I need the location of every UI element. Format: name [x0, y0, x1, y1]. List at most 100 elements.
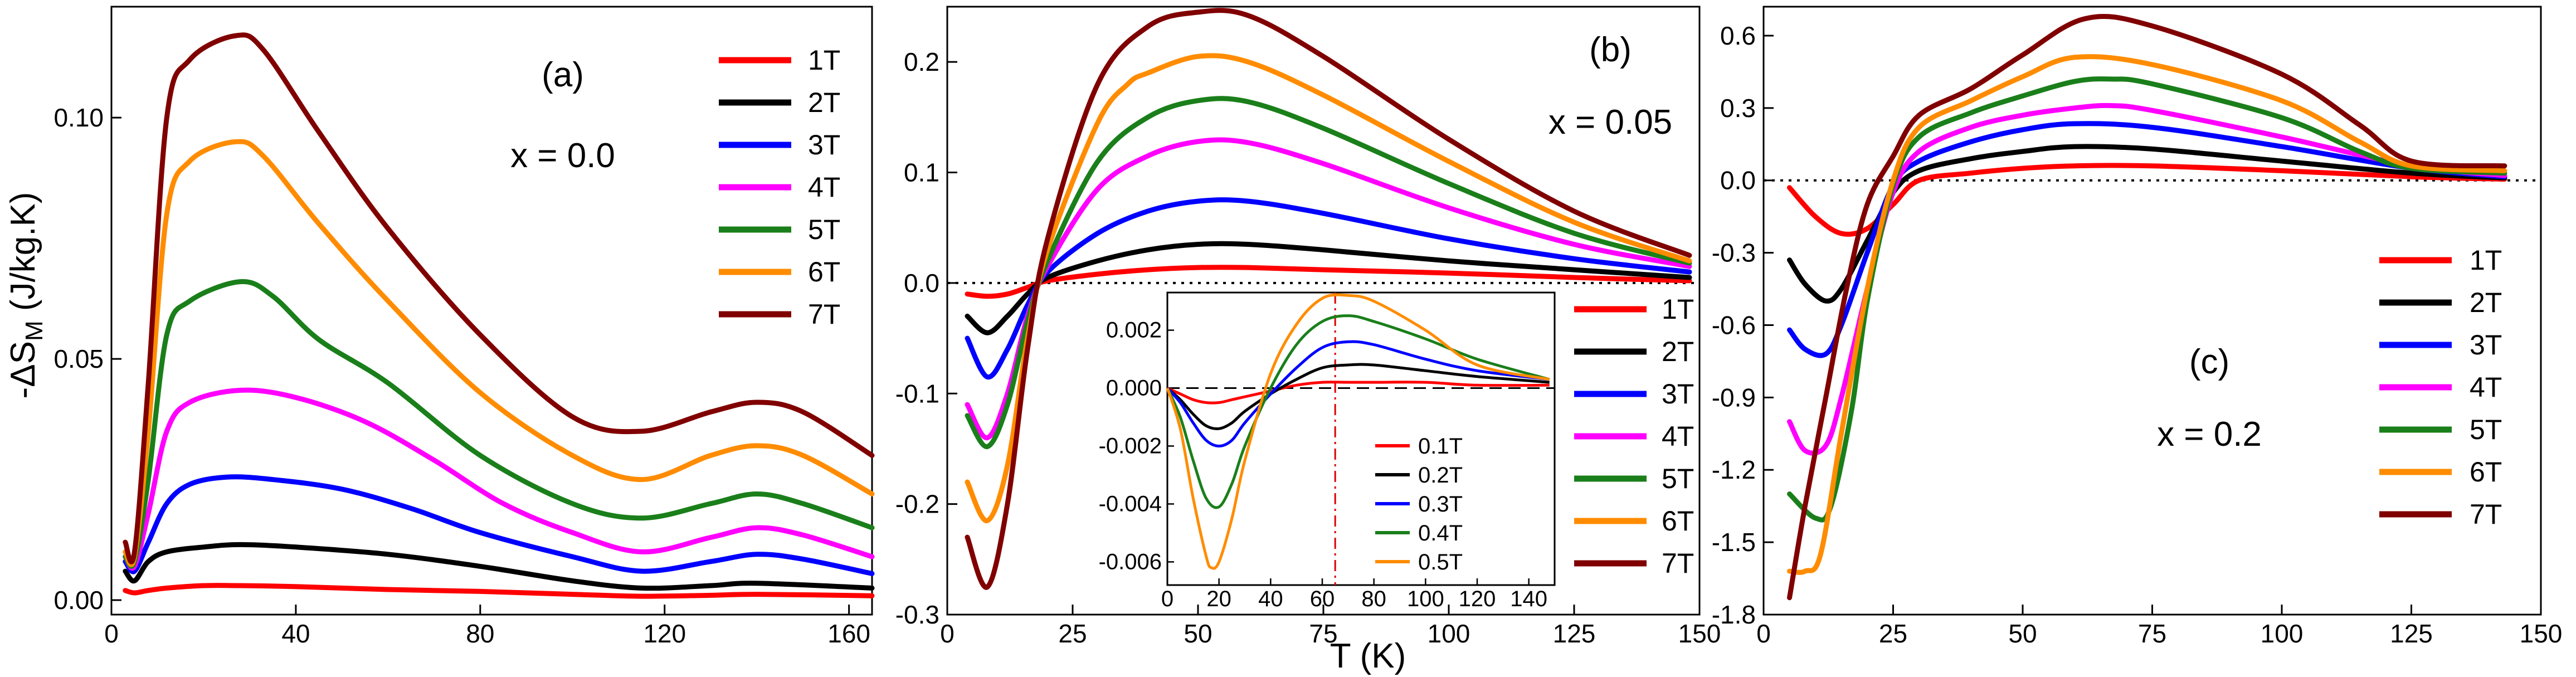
- inset-legend-label-0.5T: 0.5T: [1418, 550, 1463, 574]
- legend-label-7T: 7T: [2470, 499, 2502, 530]
- x-tick-label: 150: [2520, 619, 2563, 648]
- inset-y-tick-label: -0.006: [1099, 549, 1162, 574]
- inset-y-tick-label: -0.002: [1099, 434, 1162, 458]
- x-tick-label: 160: [827, 619, 870, 648]
- inset-x-tick-label: 0: [1161, 587, 1173, 611]
- composition-annotation: x = 0.0: [510, 137, 615, 175]
- x-tick-label: 50: [1184, 619, 1212, 648]
- legend-label-5T: 5T: [1662, 463, 1694, 494]
- panel-b: 0 25 50 75 100 125 150 -0.3 -0.2 -0.1 0.0 0.1 0.2 1T 2…: [895, 6, 1721, 648]
- plot-frame: [110, 6, 873, 616]
- x-tick-label: 25: [1879, 619, 1907, 648]
- inset-series-line-0.3T: [1166, 340, 1550, 447]
- x-tick-label: 0: [940, 619, 955, 648]
- y-tick-label: -0.1: [895, 379, 939, 408]
- y-tick-label: 0.6: [1720, 21, 1756, 50]
- series-line-1T: [965, 265, 1692, 299]
- legend-label-2T: 2T: [1662, 336, 1694, 367]
- series-line-7T: [1787, 13, 2507, 601]
- y-tick-label: 0.10: [53, 103, 104, 132]
- inset-legend-label-0.3T: 0.3T: [1418, 492, 1463, 517]
- legend-label-5T: 5T: [808, 214, 840, 245]
- y-tick-label: -1.8: [1712, 600, 1756, 629]
- inset-x-tick-label: 20: [1206, 587, 1231, 611]
- x-tick-label: 0: [1756, 619, 1771, 648]
- x-tick-label: 100: [1428, 619, 1470, 648]
- y-tick-label: 0.3: [1720, 94, 1756, 123]
- legend-label-5T: 5T: [2470, 414, 2502, 445]
- legend-label-1T: 1T: [808, 45, 840, 76]
- legend-label-4T: 4T: [1662, 421, 1694, 452]
- legend-label-2T: 2T: [2470, 287, 2502, 318]
- composition-annotation: x = 0.2: [2157, 415, 2262, 454]
- inset-legend-label-0.4T: 0.4T: [1418, 521, 1463, 546]
- x-axis-title: T (K): [1330, 637, 1406, 675]
- legend-label-2T: 2T: [808, 87, 840, 118]
- y-tick-label: -1.5: [1712, 528, 1756, 557]
- x-tick-label: 50: [2008, 619, 2037, 648]
- series-line-2T: [123, 542, 875, 591]
- panel-label: (b): [1589, 31, 1632, 69]
- panel-a: 0 40 80 120 160 0.00 0.05 0.10 1T 2T 3T 4T 5T 6T 7T (a)…: [53, 6, 875, 648]
- series-line-5T: [965, 96, 1692, 449]
- x-tick-label: 120: [643, 619, 686, 648]
- x-tick-label: 125: [1553, 619, 1596, 648]
- inset-x-tick-label: 40: [1258, 587, 1283, 611]
- series-line-6T: [123, 139, 875, 567]
- y-tick-label: -0.2: [895, 490, 939, 519]
- y-tick-label: 0.00: [53, 586, 104, 615]
- inset-x-tick-label: 120: [1459, 587, 1496, 611]
- y-tick-label: -0.3: [1712, 238, 1756, 267]
- series-line-5T: [123, 279, 875, 569]
- y-tick-label: 0.1: [904, 158, 939, 187]
- x-tick-label: 150: [1678, 619, 1721, 648]
- x-tick-label: 100: [2261, 619, 2304, 648]
- y-tick-label: -1.2: [1712, 455, 1756, 484]
- inset-series-line-0.5T: [1166, 293, 1550, 570]
- y-tick-label: -0.9: [1712, 383, 1756, 412]
- y-tick-label: -0.3: [895, 600, 939, 629]
- x-tick-label: 75: [1309, 619, 1337, 648]
- inset-y-tick-label: 0.000: [1106, 376, 1162, 401]
- legend-label-7T: 7T: [1662, 548, 1694, 579]
- series-line-7T: [965, 8, 1692, 590]
- series-line-2T: [1787, 144, 2507, 304]
- inset-chart: 0 20 40 60 80 100 120 140 -0.006 -0.004 -0.002 0.00…: [1099, 291, 1556, 611]
- series-line-6T: [965, 53, 1692, 523]
- legend-label-3T: 3T: [2470, 329, 2502, 361]
- series-line-3T: [965, 197, 1692, 380]
- inset-series-line-0.2T: [1166, 363, 1550, 431]
- legend-label-3T: 3T: [808, 129, 840, 160]
- legend: 1T 2T 3T 4T 5T 6T 7T: [719, 45, 840, 330]
- inset-y-tick-label: 0.002: [1106, 318, 1162, 343]
- y-tick-label: 0.0: [1720, 166, 1756, 195]
- x-tick-label: 125: [2390, 619, 2433, 648]
- legend: 1T 2T 3T 4T 5T 6T 7T: [1574, 294, 1694, 579]
- x-tick-label: 75: [2138, 619, 2166, 648]
- inset-y-tick-label: -0.004: [1099, 491, 1162, 516]
- panel-label: (a): [542, 56, 584, 94]
- composition-annotation: x = 0.05: [1548, 103, 1672, 142]
- y-axis-title: -ΔSM (J/kg.K): [4, 192, 48, 399]
- y-tick-label: 0.0: [904, 269, 939, 298]
- x-tick-label: 80: [466, 619, 494, 648]
- legend-label-1T: 1T: [2470, 245, 2502, 276]
- series-line-4T: [1787, 103, 2507, 456]
- series-line-1T: [1787, 163, 2507, 237]
- series-line-7T: [123, 32, 875, 564]
- series-line-4T: [123, 387, 875, 571]
- panel-c: 0 25 50 75 100 125 150 -1.8 -1.5 -1.2 -0.9 -0.6 -0.3…: [1712, 6, 2563, 648]
- legend-label-4T: 4T: [2470, 372, 2502, 403]
- series-line-3T: [123, 474, 875, 576]
- legend-label-6T: 6T: [1662, 505, 1694, 537]
- legend-label-6T: 6T: [808, 256, 840, 288]
- inset-x-tick-label: 100: [1407, 587, 1444, 611]
- inset-series-line-0.4T: [1166, 314, 1550, 509]
- series-line-5T: [1787, 76, 2507, 523]
- series-line-1T: [123, 583, 875, 599]
- legend-label-4T: 4T: [808, 172, 840, 203]
- inset-x-tick-label: 60: [1310, 587, 1335, 611]
- inset-x-tick-label: 80: [1361, 587, 1386, 611]
- y-tick-label: 0.05: [53, 344, 104, 373]
